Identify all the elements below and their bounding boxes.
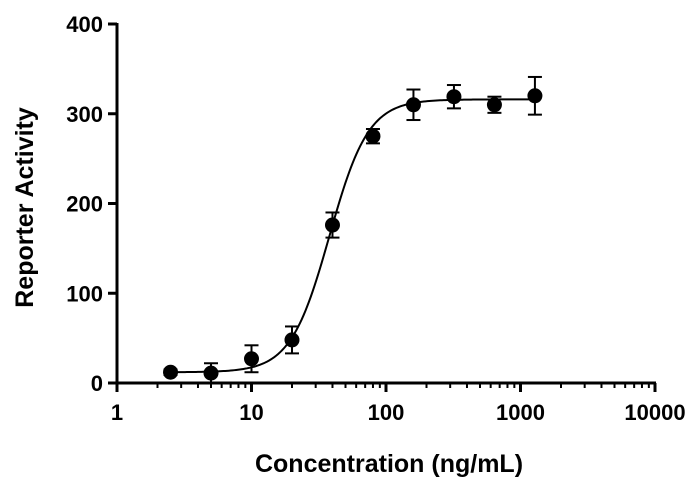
data-point	[244, 351, 259, 367]
axes	[115, 23, 656, 385]
x-tick-label: 1	[111, 400, 123, 425]
axis-ticks	[108, 22, 657, 392]
y-tick-label: 200	[66, 192, 103, 217]
data-point	[365, 128, 381, 144]
y-tick-label: 300	[66, 102, 103, 127]
x-tick-label: 10	[239, 400, 263, 425]
data-point	[446, 89, 462, 105]
error-bars	[163, 75, 542, 384]
data-points	[163, 88, 543, 381]
data-point	[527, 88, 543, 104]
data-point	[486, 97, 502, 113]
x-tick-label: 10000	[624, 400, 685, 425]
y-tick-label: 400	[66, 12, 103, 37]
tick-labels: 0 100 200 300 400 1 10 100 1000 10000	[66, 12, 685, 425]
x-tick-label: 1000	[496, 400, 545, 425]
data-point	[405, 97, 421, 113]
y-tick-label: 0	[91, 371, 103, 396]
x-tick-label: 100	[368, 400, 405, 425]
y-tick-label: 100	[66, 281, 103, 306]
data-point	[203, 365, 219, 381]
data-point	[163, 364, 179, 380]
data-point	[324, 217, 340, 233]
x-axis-title: Concentration (ng/mL)	[255, 450, 523, 478]
fit-curve	[170, 98, 535, 374]
data-point	[284, 332, 300, 348]
y-axis-title: Reporter Activity	[11, 107, 39, 308]
